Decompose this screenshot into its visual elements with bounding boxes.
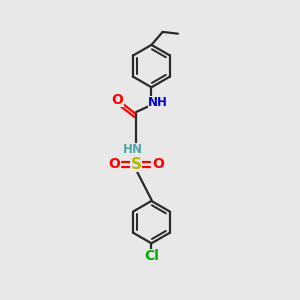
Text: S: S xyxy=(131,157,142,172)
Text: NH: NH xyxy=(148,96,168,109)
Text: H: H xyxy=(123,143,133,156)
Text: O: O xyxy=(111,93,123,106)
Text: O: O xyxy=(108,157,120,171)
Text: Cl: Cl xyxy=(144,249,159,263)
Text: O: O xyxy=(153,157,164,171)
Text: N: N xyxy=(132,143,142,156)
